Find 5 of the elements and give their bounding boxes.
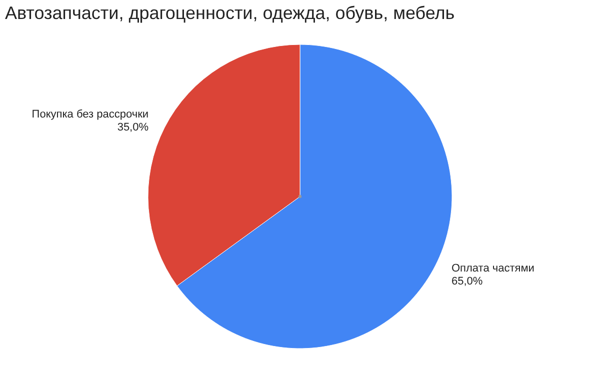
chart-title: Автозапчасти, драгоценности, одежда, обувь, мебель [5,3,455,23]
data-label: 65,0% [451,276,483,288]
slice-label: Оплата частями [451,262,534,275]
slice-label: Покупка без рассрочки [32,108,149,120]
data-label: 35,0% [117,121,149,134]
